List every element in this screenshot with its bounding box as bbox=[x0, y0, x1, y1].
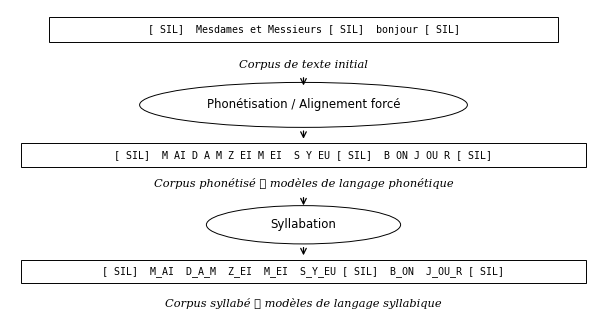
FancyBboxPatch shape bbox=[49, 18, 558, 42]
FancyBboxPatch shape bbox=[21, 143, 586, 166]
Text: [ SIL]  Mesdames et Messieurs [ SIL]  bonjour [ SIL]: [ SIL] Mesdames et Messieurs [ SIL] bonj… bbox=[148, 25, 459, 35]
Ellipse shape bbox=[206, 205, 401, 244]
Ellipse shape bbox=[140, 82, 467, 127]
Text: Syllabation: Syllabation bbox=[271, 218, 336, 231]
Text: Corpus de texte initial: Corpus de texte initial bbox=[239, 60, 368, 70]
FancyBboxPatch shape bbox=[21, 260, 586, 283]
Text: [ SIL]  M_AI  D_A_M  Z_EI  M_EI  S_Y_EU [ SIL]  B_ON  J_OU_R [ SIL]: [ SIL] M_AI D_A_M Z_EI M_EI S_Y_EU [ SIL… bbox=[103, 266, 504, 277]
Text: Corpus phonétisé ➞ modèles de langage phonétique: Corpus phonétisé ➞ modèles de langage ph… bbox=[154, 177, 453, 189]
Text: Phonétisation / Alignement forcé: Phonétisation / Alignement forcé bbox=[207, 98, 400, 112]
Text: Corpus syllabé ➞ modèles de langage syllabique: Corpus syllabé ➞ modèles de langage syll… bbox=[165, 297, 442, 309]
Text: [ SIL]  M AI D A M Z EI M EI  S Y EU [ SIL]  B ON J OU R [ SIL]: [ SIL] M AI D A M Z EI M EI S Y EU [ SIL… bbox=[115, 150, 492, 160]
